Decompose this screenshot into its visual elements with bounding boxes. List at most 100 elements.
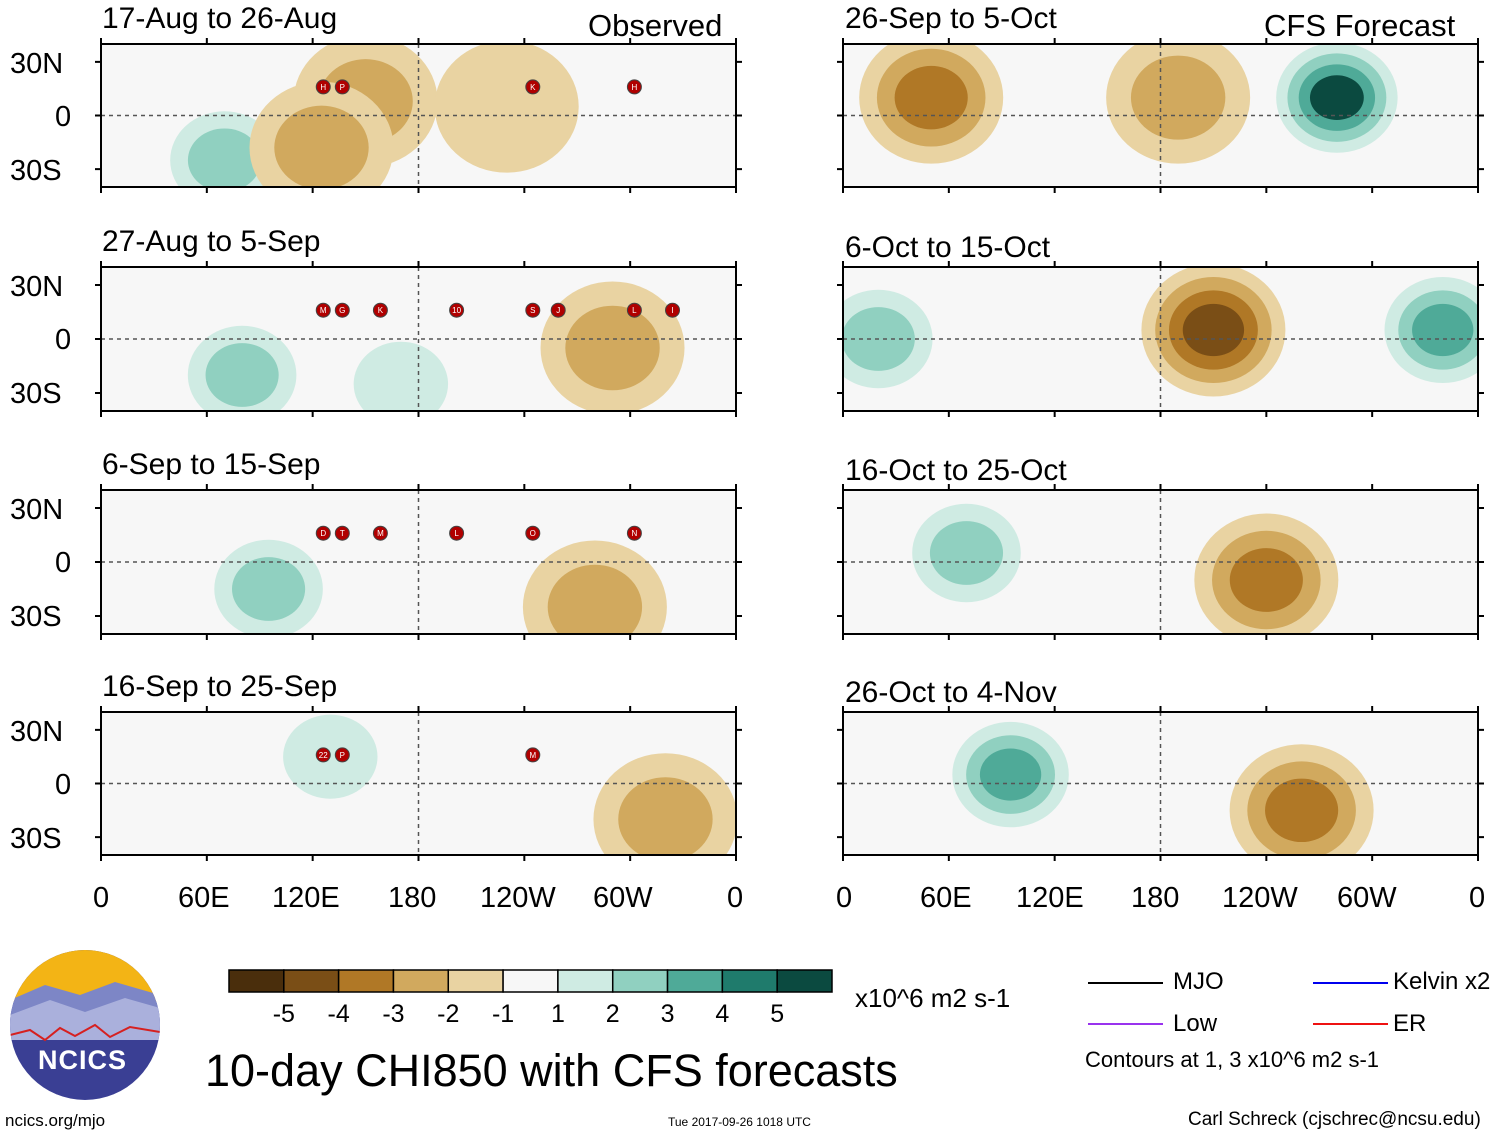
- panel-title: 17-Aug to 26-Aug: [102, 2, 338, 35]
- anomaly-region: [187, 128, 262, 187]
- footer-timestamp: Tue 2017-09-26 1018 UTC: [668, 1115, 811, 1129]
- storm-label: K: [378, 306, 384, 315]
- colorbar-tick-label: -1: [491, 1000, 515, 1028]
- lat-label-eq: 0: [55, 101, 72, 133]
- anomaly-layer: [859, 44, 1409, 164]
- anomaly-region: [929, 521, 1004, 585]
- storm-marker: [525, 747, 541, 763]
- lon-label: 60E: [178, 882, 230, 914]
- storm-marker: [334, 525, 350, 541]
- storm-marker: [550, 302, 566, 318]
- storm-label: H: [320, 83, 326, 92]
- storm-marker: [525, 525, 541, 541]
- colorbar-swatch: [776, 969, 833, 993]
- colorbar-tick-label: 1: [550, 1000, 565, 1028]
- lat-label-30s: 30S: [10, 155, 62, 187]
- storm-label: I: [671, 306, 673, 315]
- storm-marker: [626, 79, 642, 95]
- anomaly-region: [1265, 778, 1339, 843]
- colorbar-swatch: [337, 969, 395, 993]
- lon-label: 0: [727, 882, 744, 914]
- lon-label: 60W: [1337, 882, 1397, 914]
- anomaly-layer: [170, 281, 685, 411]
- colorbar-tick-label: -5: [272, 1000, 295, 1028]
- anomaly-region: [1182, 303, 1245, 357]
- map-panel: [837, 706, 1484, 861]
- lon-label: 120W: [480, 882, 556, 914]
- anomaly-layer: [843, 267, 1478, 406]
- cfs-forecast-label: CFS Forecast: [1264, 8, 1456, 43]
- colorbar-units: x10^6 m2 s-1: [855, 983, 1011, 1013]
- colorbar-swatch: [447, 969, 504, 993]
- storm-marker: [334, 79, 350, 95]
- storm-marker: [626, 302, 642, 318]
- legend-label-er: ER: [1393, 1010, 1427, 1037]
- logo-mountains: [10, 998, 160, 1040]
- storm-label: M: [529, 751, 536, 760]
- legend-label-mjo: MJO: [1173, 968, 1224, 995]
- lon-label: 180: [1131, 882, 1180, 914]
- storm-marker: [626, 525, 642, 541]
- storm-marker: [334, 747, 350, 763]
- anomaly-region: [1130, 55, 1226, 140]
- panel-title: 16-Oct to 25-Oct: [845, 454, 1067, 487]
- storm-label: L: [454, 529, 459, 538]
- lon-label: 120E: [272, 882, 340, 914]
- storm-marker: [449, 525, 465, 541]
- map-panel: D T O NM L: [95, 484, 742, 640]
- storm-label: K: [530, 83, 536, 92]
- storm-marker: [525, 302, 541, 318]
- anomaly-region: [434, 44, 579, 173]
- main-title: 10-day CHI850 with CFS forecasts: [205, 1045, 898, 1096]
- footer-author: Carl Schreck (cjschrec@ncsu.edu): [1188, 1109, 1481, 1130]
- colorbar: [228, 969, 833, 993]
- legend: [1088, 982, 1388, 1025]
- lon-label: 60E: [920, 882, 972, 914]
- legend-label-low: Low: [1173, 1010, 1218, 1037]
- storm-marker: [315, 525, 331, 541]
- anomaly-layer: [894, 490, 1339, 634]
- lon-label: 60W: [593, 882, 653, 914]
- storm-label: L: [632, 306, 637, 315]
- storm-label: P: [340, 83, 345, 92]
- footer-url[interactable]: ncics.org/mjo: [5, 1111, 106, 1130]
- logo-art: [10, 950, 160, 1042]
- storm-label: G: [339, 306, 345, 315]
- storm-marker: [334, 302, 350, 318]
- anomaly-region: [1229, 548, 1303, 612]
- legend-label-kelvin: Kelvin x2: [1393, 968, 1491, 995]
- contour-note: Contours at 1, 3 x10^6 m2 s-1: [1085, 1047, 1380, 1072]
- lon-label: 120E: [1016, 882, 1084, 914]
- storm-marker: [372, 302, 388, 318]
- anomaly-region: [231, 557, 306, 621]
- colorbar-tick-label: -2: [437, 1000, 460, 1028]
- anomaly-region: [565, 305, 660, 391]
- colorbar-swatch: [283, 969, 340, 993]
- colorbar-swatch: [611, 969, 669, 993]
- storm-label: S: [530, 306, 535, 315]
- observed-label: Observed: [588, 8, 723, 43]
- map-panel: M G S L K 10 J I: [95, 261, 742, 417]
- storm-label: T: [340, 529, 345, 538]
- lat-label-30n: 30N: [10, 48, 64, 80]
- colorbar-tick-label: -3: [382, 1000, 405, 1028]
- map-panel: [837, 484, 1484, 640]
- lat-label-eq: 0: [55, 324, 72, 356]
- anomaly-region: [547, 564, 643, 634]
- lat-label-eq: 0: [55, 547, 72, 579]
- anomaly-region: [1412, 303, 1474, 357]
- colorbar-swatch: [228, 969, 285, 993]
- lat-label-30n: 30N: [10, 716, 64, 748]
- storm-marker: [449, 302, 465, 318]
- anomaly-region: [618, 777, 713, 855]
- storm-label: H: [632, 83, 638, 92]
- colorbar-tick-label: -4: [327, 1000, 350, 1028]
- anomaly-region: [205, 343, 279, 407]
- storm-label: O: [530, 529, 536, 538]
- storm-marker: [372, 525, 388, 541]
- storm-label: J: [556, 306, 560, 315]
- lat-label-30n: 30N: [10, 494, 64, 526]
- storm-marker: [315, 79, 331, 95]
